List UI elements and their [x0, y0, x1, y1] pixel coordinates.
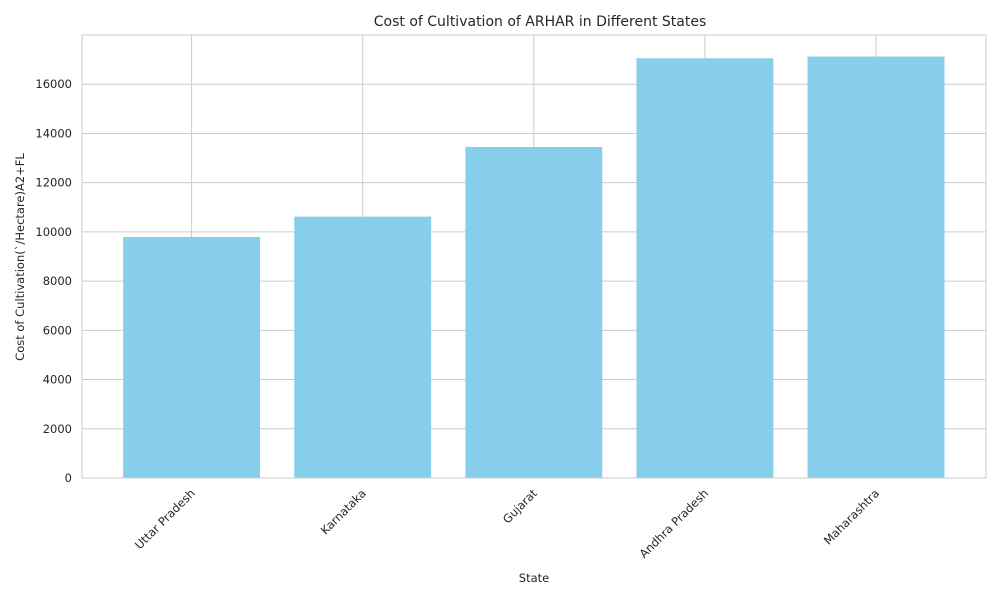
y-tick-label: 10000	[35, 225, 72, 239]
y-tick-label: 4000	[43, 373, 72, 387]
y-tick-label: 2000	[43, 422, 72, 436]
y-tick-labels: 0 2000 4000 6000 8000 10000 12000 14000 16000	[35, 77, 72, 485]
y-tick-label: 0	[65, 471, 72, 485]
bars	[123, 56, 945, 478]
y-tick-label: 6000	[43, 323, 72, 337]
bar	[294, 216, 432, 478]
bar	[123, 236, 261, 478]
y-axis-label: Cost of Cultivation(`/Hectare)A2+FL	[13, 153, 27, 361]
bar	[807, 56, 945, 478]
y-tick-label: 12000	[35, 176, 72, 190]
y-tick-label: 16000	[35, 77, 72, 91]
y-tick-label: 8000	[43, 274, 72, 288]
bar	[636, 58, 774, 478]
chart-title: Cost of Cultivation of ARHAR in Differen…	[374, 14, 706, 30]
bar	[465, 146, 603, 478]
x-axis-label: State	[519, 571, 549, 585]
axes-frame	[81, 34, 987, 479]
y-tick-label: 14000	[35, 126, 72, 140]
